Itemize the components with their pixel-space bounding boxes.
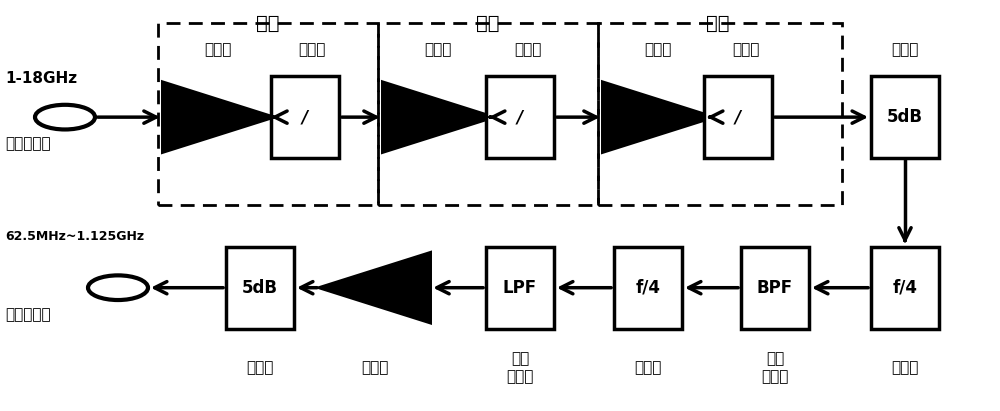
Text: 62.5MHz~1.125GHz: 62.5MHz~1.125GHz (5, 230, 144, 243)
FancyBboxPatch shape (614, 247, 682, 329)
Text: 放大器: 放大器 (361, 360, 389, 375)
Text: 放大器: 放大器 (424, 42, 452, 57)
Text: 分频器: 分频器 (891, 360, 919, 375)
Text: BPF: BPF (757, 279, 793, 297)
Text: 三级: 三级 (706, 14, 730, 33)
Text: 衰减器: 衰减器 (891, 42, 919, 57)
Polygon shape (383, 82, 493, 152)
Polygon shape (163, 82, 273, 152)
Text: 放大器: 放大器 (644, 42, 672, 57)
FancyBboxPatch shape (871, 76, 939, 158)
Text: 均衡器: 均衡器 (298, 42, 326, 57)
FancyBboxPatch shape (271, 76, 339, 158)
FancyBboxPatch shape (871, 247, 939, 329)
Text: f/4: f/4 (636, 279, 660, 297)
Text: 均衡器: 均衡器 (514, 42, 542, 57)
Text: /: / (517, 108, 523, 126)
Text: /: / (735, 108, 741, 126)
Text: 一级: 一级 (256, 14, 280, 33)
FancyBboxPatch shape (486, 76, 554, 158)
Text: 放大器: 放大器 (204, 42, 232, 57)
Text: 均衡器: 均衡器 (732, 42, 760, 57)
Text: 二级: 二级 (476, 14, 500, 33)
Text: 分频信号出: 分频信号出 (5, 307, 51, 322)
Text: 低通
滤波器: 低通 滤波器 (506, 352, 534, 384)
Text: 衰减器: 衰减器 (246, 360, 274, 375)
Text: /: / (302, 108, 308, 126)
FancyBboxPatch shape (226, 247, 294, 329)
Text: 射频信号入: 射频信号入 (5, 136, 51, 151)
FancyBboxPatch shape (486, 247, 554, 329)
Text: 分频器: 分频器 (634, 360, 662, 375)
Text: 5dB: 5dB (242, 279, 278, 297)
Text: 1-18GHz: 1-18GHz (5, 71, 77, 85)
Text: f/4: f/4 (893, 279, 918, 297)
FancyBboxPatch shape (704, 76, 772, 158)
Text: 5dB: 5dB (887, 108, 923, 126)
Text: LPF: LPF (503, 279, 537, 297)
FancyBboxPatch shape (741, 247, 809, 329)
Polygon shape (603, 82, 713, 152)
Polygon shape (320, 253, 430, 323)
Text: 带通
滤波器: 带通 滤波器 (761, 352, 789, 384)
